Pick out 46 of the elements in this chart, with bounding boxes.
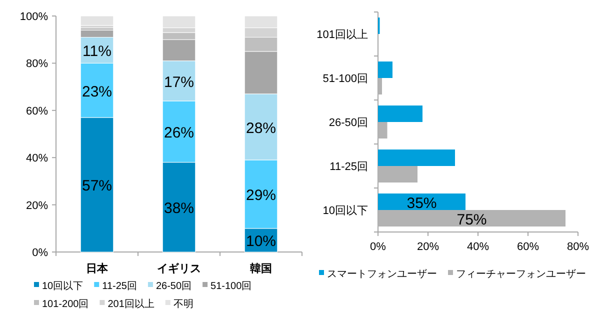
y-tick-label: 26-50回	[328, 117, 368, 129]
y-tick-label: 11-25回	[330, 161, 368, 173]
bar	[378, 78, 382, 94]
x-tick-label: イギリス	[157, 262, 201, 275]
x-tick-label: 60%	[516, 241, 540, 253]
y-tick-label: 51-100回	[322, 73, 368, 85]
y-tick-label: 80%	[26, 58, 48, 70]
legend-label: 11-25回	[102, 281, 137, 292]
data-label: 17%	[164, 74, 194, 91]
legend-label: 201回以上	[108, 298, 154, 310]
y-tick-label: 101回以上	[316, 28, 368, 41]
legend-label: スマートフォンユーザー	[327, 269, 437, 280]
legend-label: 101-200回	[42, 299, 89, 310]
legend-label: フィーチャーフォンユーザー	[456, 269, 586, 280]
x-tick-label: 20%	[416, 241, 440, 253]
y-tick-label: 100%	[20, 11, 48, 23]
data-label: 57%	[82, 178, 112, 195]
data-label: 29%	[246, 187, 276, 204]
data-label: 28%	[246, 120, 276, 137]
x-tick-label: 韓国	[250, 262, 272, 275]
legend-label: 不明	[173, 299, 194, 310]
y-tick-label: 10回以下	[322, 204, 368, 217]
bar	[378, 150, 455, 166]
y-tick-label: 60%	[26, 105, 48, 118]
data-label: 10%	[246, 233, 276, 250]
bar	[378, 166, 418, 182]
x-tick-label: 40%	[466, 241, 490, 253]
bar	[378, 106, 422, 122]
x-tick-label: 日本	[86, 262, 109, 275]
data-label: 35%	[406, 194, 437, 212]
legend-label: 26-50回	[156, 281, 192, 292]
data-label: 26%	[164, 124, 194, 142]
bar	[378, 210, 566, 226]
y-tick-label: 20%	[26, 200, 48, 212]
data-label: 75%	[456, 211, 487, 228]
data-label: 23%	[82, 83, 112, 100]
y-tick-label: 40%	[26, 152, 48, 165]
bar	[80, 16, 114, 26]
bar	[378, 62, 392, 78]
data-label: 11%	[82, 43, 112, 60]
bar	[378, 122, 388, 138]
legend-label: 51-100回	[210, 281, 252, 292]
data-label: 38%	[164, 200, 194, 218]
legend-label: 10回以下	[42, 280, 84, 292]
x-tick-label: 80%	[566, 241, 590, 253]
x-tick-label: 0%	[370, 241, 386, 253]
